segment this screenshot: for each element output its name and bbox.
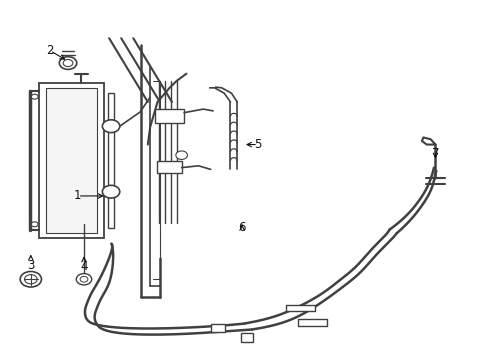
Circle shape — [31, 222, 38, 227]
Text: 1: 1 — [74, 189, 81, 202]
Circle shape — [63, 59, 73, 67]
Circle shape — [20, 271, 41, 287]
Circle shape — [80, 276, 88, 282]
Circle shape — [31, 94, 38, 99]
Text: 7: 7 — [431, 147, 438, 160]
Circle shape — [176, 151, 187, 159]
Bar — [285, 305, 314, 311]
Bar — [108, 93, 114, 228]
Circle shape — [59, 57, 77, 69]
Circle shape — [102, 120, 120, 132]
Bar — [297, 319, 326, 326]
Text: 4: 4 — [80, 260, 87, 273]
Circle shape — [24, 275, 37, 284]
Circle shape — [102, 185, 120, 198]
Text: 2: 2 — [46, 44, 54, 57]
Text: 5: 5 — [254, 138, 261, 151]
Text: 3: 3 — [27, 258, 35, 271]
Text: 6: 6 — [238, 221, 245, 234]
Bar — [46, 88, 97, 233]
Circle shape — [76, 274, 92, 285]
Bar — [157, 161, 181, 173]
Bar — [155, 109, 183, 123]
Bar — [210, 324, 224, 332]
Bar — [39, 82, 104, 238]
Bar — [240, 333, 253, 342]
